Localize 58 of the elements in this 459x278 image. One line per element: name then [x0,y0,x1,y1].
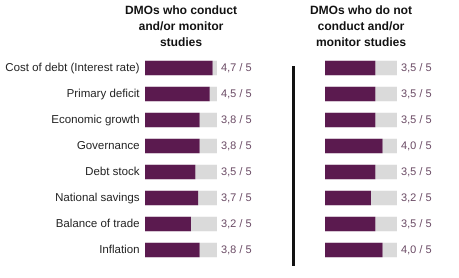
bar [325,60,376,76]
bar [325,190,372,206]
bar [145,86,210,102]
bar [325,242,383,258]
bar [375,86,397,102]
y-tick-label: Governance [76,140,140,152]
bar [325,164,376,180]
y-tick-label: Debt stock [85,166,140,178]
data-label: 3,7 / 5 [221,192,252,204]
data-label: 3,8 / 5 [221,140,252,152]
data-label: 3,5 / 5 [401,166,432,178]
y-tick-label: Inflation [99,244,140,256]
bar [145,60,213,76]
data-label: 3,2 / 5 [401,192,432,204]
bar [145,112,200,128]
bar [198,190,217,206]
bar [145,242,200,258]
bar [145,216,192,232]
data-label: 4,5 / 5 [221,88,252,100]
bar [375,112,397,128]
bar [325,216,376,232]
y-tick-label: Balance of trade [56,218,140,230]
bar [325,138,383,154]
bar [382,242,397,258]
bar [200,242,217,258]
bar [375,164,397,180]
bar [375,60,397,76]
data-label: 3,5 / 5 [401,62,432,74]
bar [325,112,376,128]
bar [382,138,397,154]
data-label: 3,5 / 5 [401,88,432,100]
bar [191,216,217,232]
data-label: 4,7 / 5 [221,62,252,74]
bar [325,86,376,102]
data-label: 3,5 / 5 [401,218,432,230]
bar [145,164,196,180]
y-tick-label: Primary deficit [66,88,140,100]
y-tick-label: National savings [55,192,140,204]
chart-title: DMOs who conduct and/or monitor studies [125,3,237,49]
bar [371,190,397,206]
bar [195,164,217,180]
bar [200,112,217,128]
data-label: 4,0 / 5 [401,140,432,152]
y-tick-label: Economic growth [51,114,140,126]
data-label: 3,5 / 5 [221,166,252,178]
chart-title: DMOs who do not conduct and/or monitor studies [310,3,412,49]
bar [212,60,217,76]
data-label: 3,5 / 5 [401,114,432,126]
bar [210,86,217,102]
bar [145,190,198,206]
y-tick-label: Cost of debt (Interest rate) [5,62,140,74]
data-label: 3,8 / 5 [221,244,252,256]
data-label: 3,2 / 5 [221,218,252,230]
bar [200,138,217,154]
bar [375,216,397,232]
data-label: 4,0 / 5 [401,244,432,256]
data-label: 3,8 / 5 [221,114,252,126]
bar [145,138,200,154]
